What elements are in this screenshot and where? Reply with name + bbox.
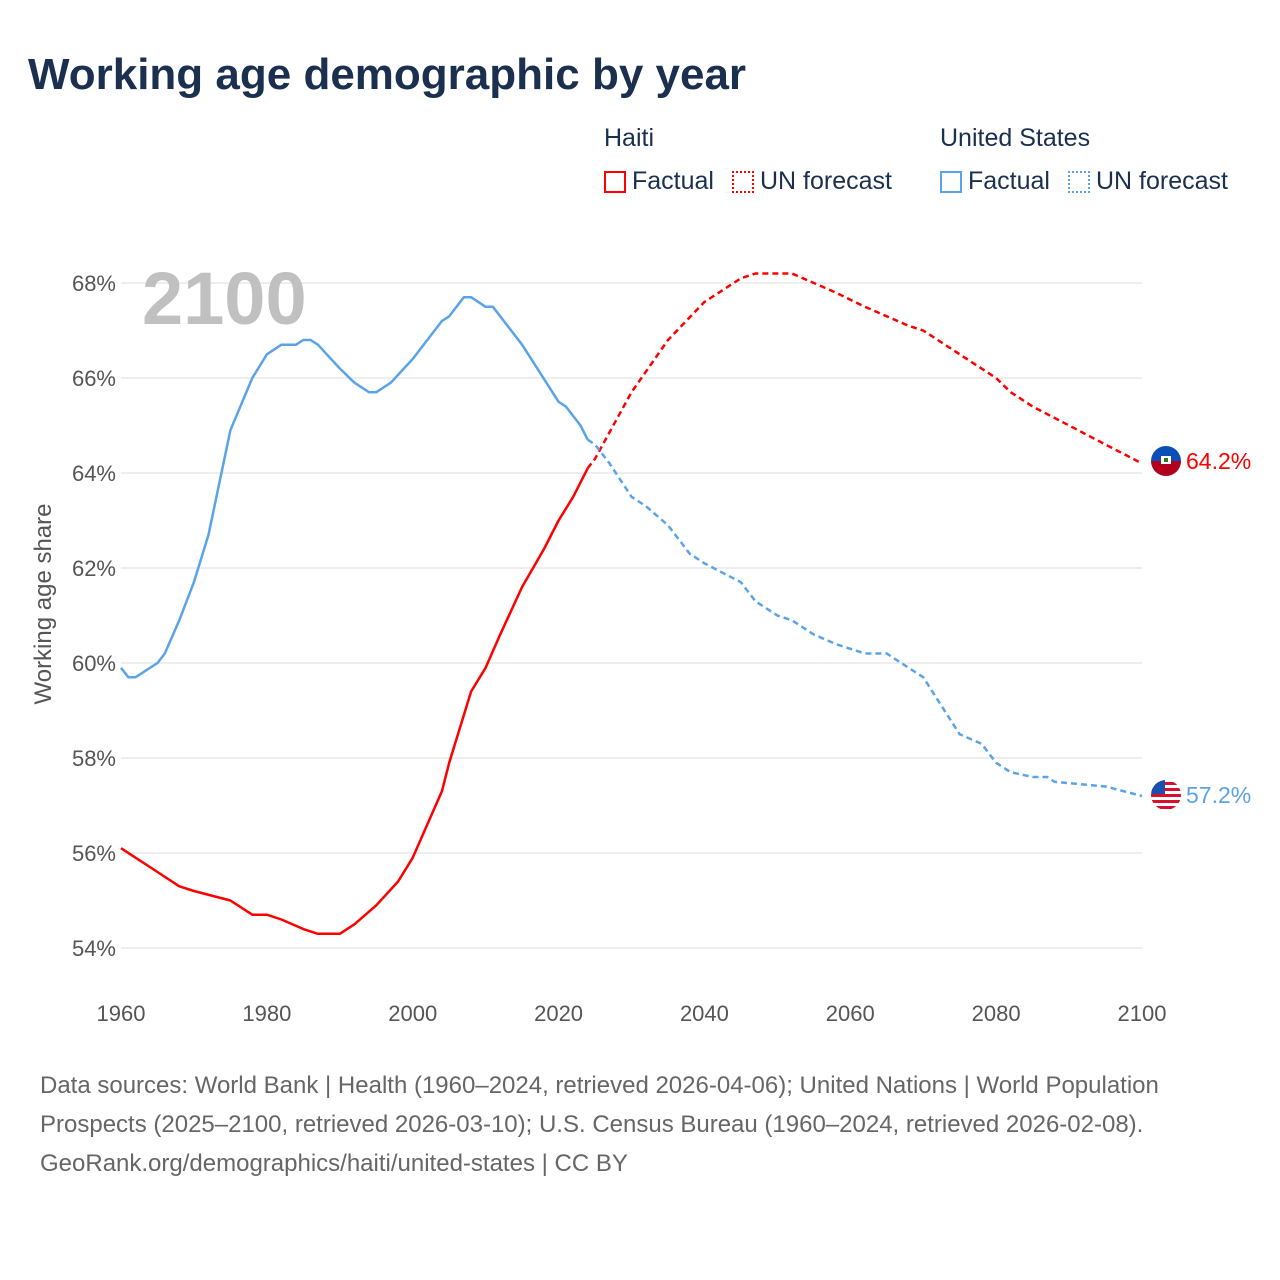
haiti-end-label: 64.2% xyxy=(1186,448,1251,474)
y-tick-label: 56% xyxy=(72,841,116,866)
haiti-factual-line xyxy=(120,467,589,936)
x-tick-label: 1960 xyxy=(97,1001,146,1026)
united-states-factual-line xyxy=(120,295,589,679)
united-states-forecast-line xyxy=(587,438,1143,798)
legend-swatch-solid xyxy=(604,170,626,193)
y-tick-label: 58% xyxy=(72,746,116,771)
x-tick-label: 2060 xyxy=(826,1001,875,1026)
legend-swatch-dotted xyxy=(731,170,754,193)
legend-us-factual[interactable]: Factual xyxy=(940,167,1050,196)
x-tick-label: 2020 xyxy=(534,1001,583,1026)
y-tick-label: 64% xyxy=(72,461,116,486)
legend-united-states: United States Factual UN forecast xyxy=(940,124,1228,196)
chart-title: Working age demographic by year xyxy=(28,50,747,99)
credit: GeoRank.org/demographics/haiti/united-st… xyxy=(40,1150,628,1177)
legend-haiti: Haiti Factual UN forecast xyxy=(604,124,892,196)
legend-group-label: United States xyxy=(940,124,1091,152)
y-tick-label: 66% xyxy=(72,366,116,391)
x-tick-label: 2000 xyxy=(388,1001,437,1026)
footer: Data sources: World Bank | Health (1960–… xyxy=(40,1066,1240,1183)
us-flag-icon xyxy=(1151,780,1181,810)
x-tick-label: 2100 xyxy=(1118,1001,1167,1026)
y-tick-label: 62% xyxy=(72,556,116,581)
y-axis-label: Working age share xyxy=(30,504,57,705)
x-tick-label: 1980 xyxy=(242,1001,291,1026)
haiti-forecast-line xyxy=(586,272,1143,470)
legend-swatch-solid xyxy=(940,170,962,193)
legend-label: Factual xyxy=(968,167,1050,195)
legend-us-forecast[interactable]: UN forecast xyxy=(1067,167,1228,196)
legend-label: Factual xyxy=(632,167,714,195)
y-tick-label: 54% xyxy=(72,936,116,961)
legend-label: UN forecast xyxy=(1095,167,1228,195)
line-chart: 54% 56% 58% 60% 62% 64% 66% 68% 1960 1980 2000 2020… xyxy=(30,257,1251,1026)
legend-label: UN forecast xyxy=(759,167,892,195)
year-label: 2100 xyxy=(142,257,307,340)
x-tick-label: 2080 xyxy=(972,1001,1021,1026)
y-tick-label: 60% xyxy=(72,651,116,676)
legend-group-label: Haiti xyxy=(604,124,655,152)
y-tick-label: 68% xyxy=(72,271,116,296)
x-tick-label: 2040 xyxy=(680,1001,729,1026)
data-sources: Data sources: World Bank | Health (1960–… xyxy=(40,1072,1159,1138)
haiti-flag-icon xyxy=(1151,446,1181,476)
legend-haiti-factual[interactable]: Factual xyxy=(604,167,714,196)
us-end-label: 57.2% xyxy=(1186,782,1251,808)
legend-swatch-dotted xyxy=(1067,170,1090,193)
legend-haiti-forecast[interactable]: UN forecast xyxy=(731,167,892,196)
